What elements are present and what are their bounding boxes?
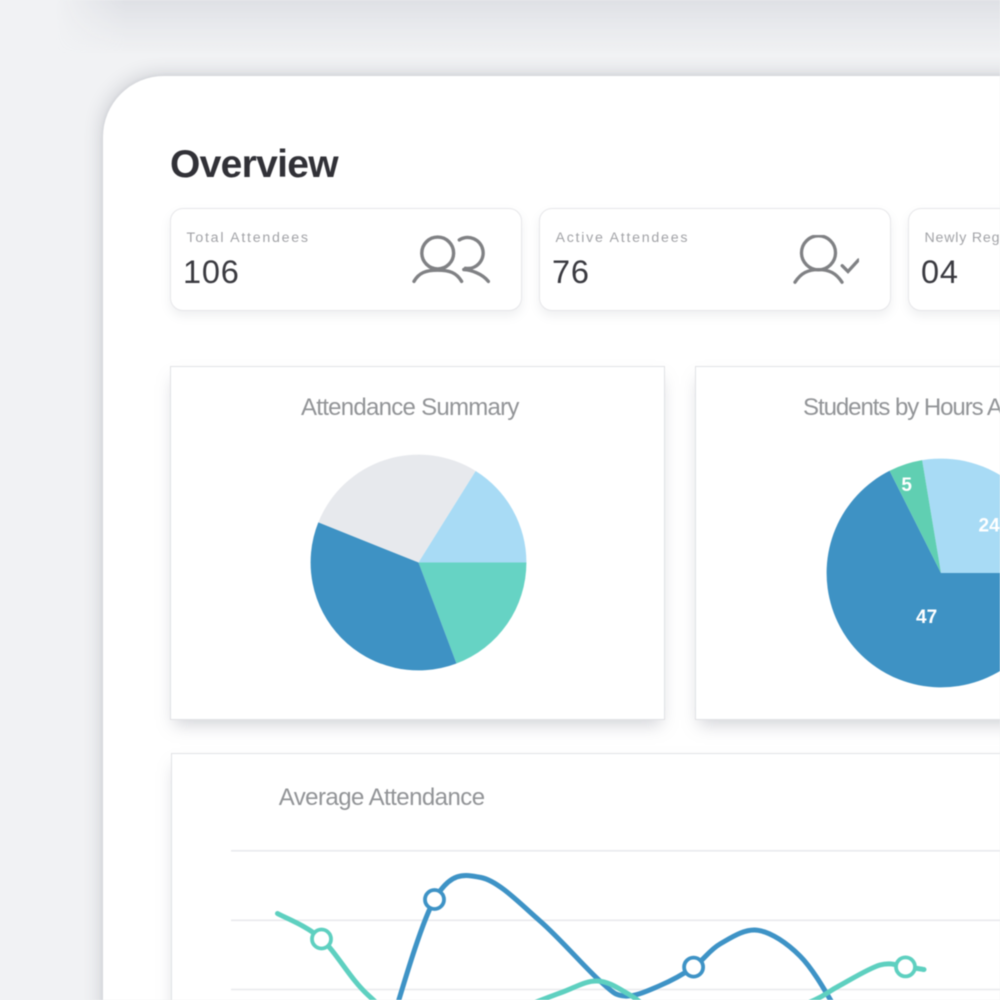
pie-slice-light-blue[interactable] bbox=[418, 470, 527, 563]
pie-value-label: 24 bbox=[978, 515, 1000, 536]
pie-value-label: 47 bbox=[916, 607, 937, 628]
stat-label: Active Attendees bbox=[555, 229, 690, 246]
stat-card-total-attendees: Total Attendees 106 bbox=[170, 207, 522, 311]
stat-label: Total Attendees bbox=[186, 229, 310, 246]
users-icon bbox=[412, 235, 490, 284]
pie-slice-blue[interactable] bbox=[826, 470, 1000, 688]
line-series-teal[interactable] bbox=[275, 911, 927, 1000]
average-attendance-card bbox=[171, 753, 1000, 1000]
pie-slice-teal[interactable] bbox=[418, 562, 527, 664]
pie-slice-gray[interactable] bbox=[318, 454, 476, 563]
user-check-icon bbox=[793, 235, 859, 284]
chart-title-attendance-summary: Attendance Summary bbox=[301, 393, 519, 421]
stat-card-newly-registered: Newly Registered 04 bbox=[908, 207, 1000, 311]
page-title: Overview bbox=[170, 143, 339, 187]
data-point-marker-blue[interactable] bbox=[682, 955, 705, 979]
chart-title-students-by-hours: Students by Hours Attended bbox=[803, 393, 1000, 421]
stat-value: 04 bbox=[921, 253, 959, 290]
stat-card-active-attendees: Active Attendees 76 bbox=[539, 207, 891, 311]
students-by-hours-pie: 47 24 5 bbox=[826, 458, 1000, 688]
line-series-blue[interactable] bbox=[386, 873, 852, 1000]
chart-title-average-attendance: Average Attendance bbox=[278, 783, 485, 811]
data-point-marker-blue[interactable] bbox=[423, 888, 446, 911]
stat-value: 106 bbox=[183, 253, 240, 290]
attendance-summary-pie bbox=[310, 454, 527, 671]
data-point-marker-teal[interactable] bbox=[894, 955, 917, 979]
average-attendance-chart bbox=[231, 849, 1000, 1000]
stat-value: 76 bbox=[552, 253, 590, 290]
top-shadow-band bbox=[55, 0, 1000, 55]
stat-label: Newly Registered bbox=[924, 229, 1000, 246]
pie-slice-blue[interactable] bbox=[310, 522, 457, 671]
pie-slice-green[interactable] bbox=[889, 459, 941, 573]
data-point-marker-teal[interactable] bbox=[310, 927, 333, 951]
pie-slice-light-blue[interactable] bbox=[922, 458, 1000, 573]
pie-value-label: 5 bbox=[901, 475, 912, 496]
